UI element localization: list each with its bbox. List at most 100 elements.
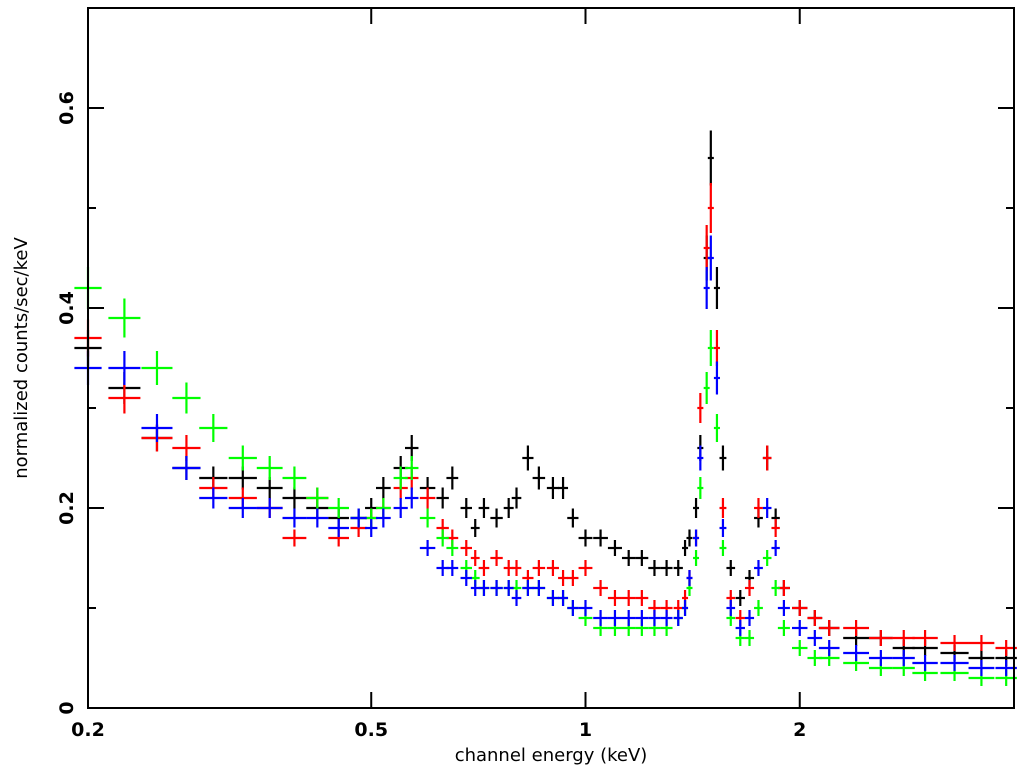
data-point <box>393 466 408 490</box>
data-point <box>567 508 579 528</box>
data-point <box>282 529 307 547</box>
data-point <box>682 540 689 556</box>
data-point <box>405 456 419 480</box>
data-point <box>108 298 141 338</box>
data-point <box>777 580 790 596</box>
axis-ticks: 0.2 0.5 1 2 0 0.2 0.4 0.6 <box>56 8 1014 741</box>
data-point <box>532 466 546 490</box>
data-point <box>490 550 503 566</box>
data-point <box>282 508 307 528</box>
data-point <box>754 498 763 518</box>
data-point <box>306 487 329 509</box>
y-tick-label: 0.2 <box>56 491 78 525</box>
data-point <box>762 445 772 471</box>
data-point <box>419 508 436 528</box>
data-point <box>703 267 710 309</box>
data-point <box>607 610 622 626</box>
data-point <box>282 487 307 509</box>
data-point <box>228 498 257 518</box>
data-point <box>697 477 704 499</box>
data-point <box>522 580 534 596</box>
data-point <box>141 414 173 442</box>
data-point <box>607 540 622 556</box>
data-point <box>635 610 649 626</box>
data-point <box>282 466 307 490</box>
data-point <box>968 635 995 651</box>
data-point <box>686 570 693 586</box>
data-point <box>892 650 915 666</box>
series-3 <box>74 235 1017 676</box>
data-point <box>693 529 700 547</box>
data-point <box>719 540 727 556</box>
data-point <box>365 519 378 537</box>
data-point <box>719 445 727 471</box>
data-point <box>256 498 283 518</box>
data-point <box>968 660 995 676</box>
data-point <box>635 590 649 606</box>
data-point <box>912 655 938 671</box>
series-0 <box>74 130 1017 666</box>
data-point <box>490 508 503 528</box>
data-point <box>460 570 473 586</box>
data-point <box>940 635 969 651</box>
data-point <box>393 498 408 518</box>
data-point <box>777 620 790 636</box>
data-point <box>703 372 710 404</box>
series-2 <box>74 267 1017 686</box>
data-point <box>446 466 459 490</box>
data-point <box>762 550 772 566</box>
data-point <box>744 610 755 626</box>
data-point <box>777 600 790 616</box>
data-point <box>558 477 569 499</box>
data-point <box>567 600 579 616</box>
data-point <box>693 498 700 518</box>
data-point <box>172 382 201 414</box>
x-tick-label: 1 <box>579 719 592 741</box>
data-point <box>306 508 329 528</box>
data-point <box>478 560 490 576</box>
data-point <box>558 570 569 586</box>
data-point <box>940 655 969 671</box>
data-point <box>478 498 490 518</box>
data-point <box>522 445 534 471</box>
data-point <box>532 580 546 596</box>
data-point <box>762 498 772 518</box>
data-point <box>256 477 283 499</box>
y-axis-label: normalized counts/sec/keV <box>11 237 32 479</box>
data-point <box>912 630 938 646</box>
data-point <box>470 519 480 537</box>
plot-frame <box>87 7 1015 709</box>
data-point <box>744 580 755 596</box>
data-point <box>199 414 228 442</box>
data-point <box>419 540 436 556</box>
data-point <box>735 590 745 606</box>
data-point <box>818 620 840 636</box>
data-point <box>792 640 808 656</box>
data-point <box>546 560 559 576</box>
data-point <box>470 550 480 566</box>
data-point <box>771 519 780 537</box>
data-point <box>621 610 636 626</box>
data-point <box>660 560 673 576</box>
data-point <box>460 498 473 518</box>
data-point <box>470 580 480 596</box>
data-point <box>108 351 141 385</box>
data-point <box>546 477 559 499</box>
data-point <box>744 630 755 646</box>
data-point <box>682 600 689 616</box>
data-point <box>843 645 870 661</box>
data-point <box>546 590 559 606</box>
data-point <box>511 487 522 509</box>
data-point <box>436 529 449 547</box>
data-point <box>460 540 473 556</box>
data-point <box>511 590 522 606</box>
data-point <box>446 560 459 576</box>
data-point <box>697 445 704 471</box>
data-point <box>108 382 141 414</box>
data-point <box>593 610 608 626</box>
data-point <box>818 640 840 656</box>
data-point <box>490 580 503 596</box>
data-point <box>703 225 710 271</box>
data-point <box>621 590 636 606</box>
